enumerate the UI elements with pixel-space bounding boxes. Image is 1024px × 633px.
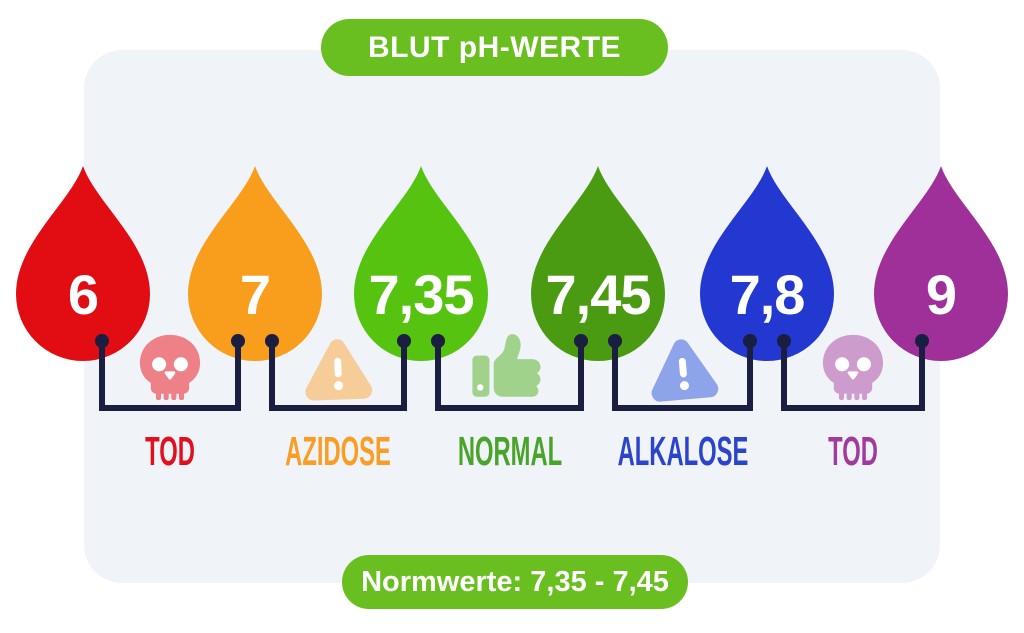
ph-drop-6: 6 xyxy=(16,163,150,361)
drop-shape xyxy=(700,166,834,361)
normal-range-badge: Normwerte: 7,35 - 7,45 xyxy=(342,555,688,609)
zone-label: NORMAL xyxy=(457,428,562,474)
zone-label: ALKALOSE xyxy=(617,428,748,474)
ph-drop-7-35: 7,35 xyxy=(354,163,488,361)
skull-icon xyxy=(139,334,201,401)
title-text: BLUT pH-WERTE xyxy=(367,30,622,64)
ph-drop-7-45: 7,45 xyxy=(531,163,665,361)
warning-triangle-icon xyxy=(651,339,718,402)
connector-dot xyxy=(743,334,757,348)
zone-normal: NORMAL xyxy=(431,334,588,472)
title-badge: BLUT pH-WERTE xyxy=(321,19,668,76)
connector-dot xyxy=(431,334,445,348)
connector-dot xyxy=(231,334,245,348)
ph-value: 9 xyxy=(925,263,957,326)
connector-dot xyxy=(95,334,109,348)
drop-shape xyxy=(16,166,150,361)
ph-value: 7,8 xyxy=(729,263,806,326)
ph-value: 7 xyxy=(239,263,271,326)
zone-azidose: AZIDOSE xyxy=(265,334,411,472)
normal-range-text: Normwerte: 7,35 - 7,45 xyxy=(361,565,669,598)
zone-label: AZIDOSE xyxy=(285,428,391,474)
connector-dot xyxy=(397,334,411,348)
ph-drop-9: 9 xyxy=(874,163,1008,361)
zone-tod-left: TOD xyxy=(95,334,245,472)
warning-triangle-icon xyxy=(305,339,373,401)
ph-value: 7,35 xyxy=(368,263,475,326)
zone-alkalose: ALKALOSE xyxy=(608,334,757,472)
drop-shape xyxy=(874,166,1008,361)
connector-dot xyxy=(265,334,279,348)
drop-shape xyxy=(531,166,665,361)
zone-tod-right: TOD xyxy=(777,334,929,472)
connector-dot xyxy=(915,334,929,348)
connector-dot xyxy=(777,334,791,348)
drop-shape xyxy=(354,166,488,361)
connector-dot xyxy=(574,334,588,348)
ph-value: 6 xyxy=(67,263,99,326)
ph-drop-7: 7 xyxy=(188,163,322,361)
skull-icon xyxy=(822,334,884,401)
zone-label: TOD xyxy=(145,428,195,474)
drop-shape xyxy=(188,166,322,361)
zone-label: TOD xyxy=(828,428,878,474)
thumbs-up-icon xyxy=(471,334,540,397)
ph-value: 7,45 xyxy=(545,263,652,326)
connector-dot xyxy=(608,334,622,348)
ph-drop-7-8: 7,8 xyxy=(700,163,834,361)
